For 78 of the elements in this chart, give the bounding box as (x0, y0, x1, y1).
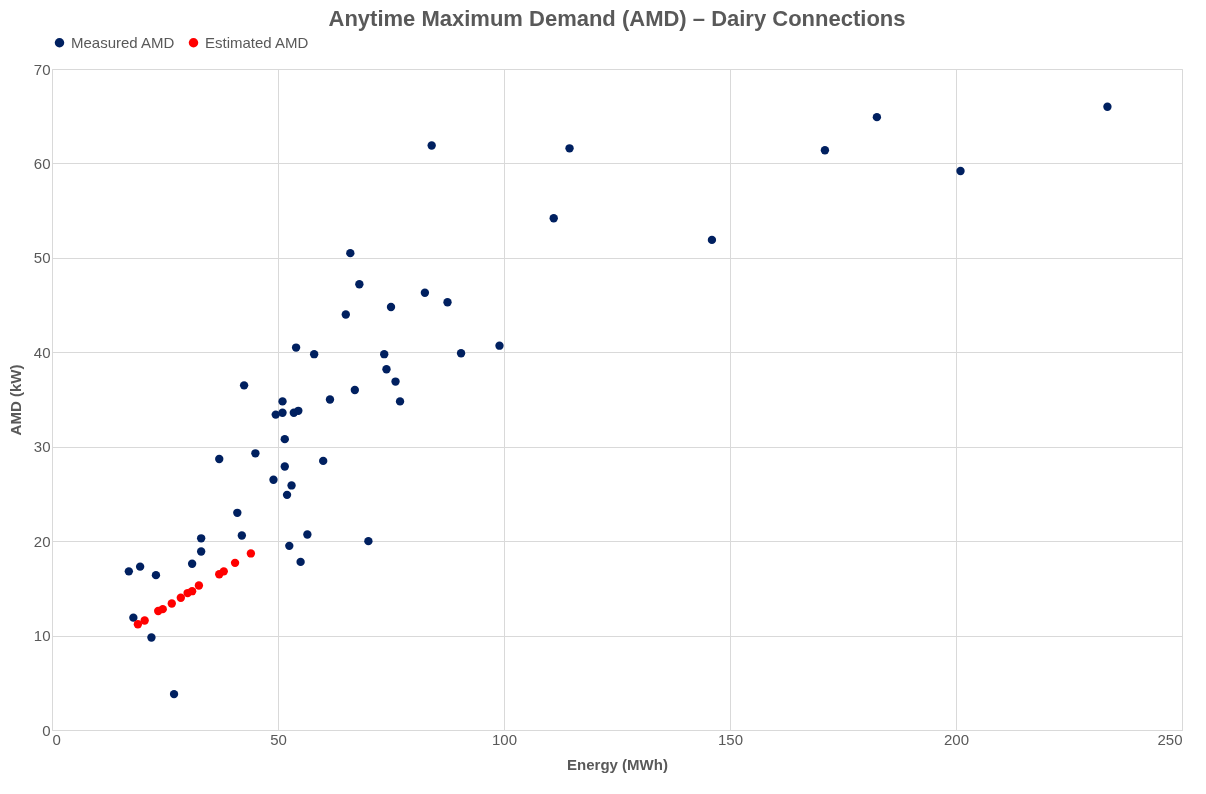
point (158, 604, 167, 614)
point (565, 144, 574, 153)
point (215, 454, 224, 464)
point (278, 397, 287, 406)
point (291, 343, 301, 352)
y-tick-label: 50 (33, 249, 51, 267)
y-tick-label: 20 (33, 532, 51, 550)
point (294, 406, 303, 416)
point (251, 449, 260, 458)
point (124, 567, 134, 576)
x-tick-label: 200 (943, 730, 970, 748)
legend-label: Estimated AMD (205, 33, 309, 51)
point (196, 534, 206, 543)
x-tick-label: 150 (717, 730, 744, 748)
point (443, 298, 452, 307)
point (325, 395, 335, 404)
point (269, 475, 278, 484)
point (296, 557, 305, 567)
chart-title: Anytime Maximum Demand (AMD) – Dairy Connections (328, 6, 906, 31)
y-tick-label: 10 (33, 627, 51, 645)
point (319, 456, 328, 466)
point (386, 302, 396, 312)
x-axis-title: Energy (MWh) (567, 755, 668, 773)
point (364, 536, 373, 546)
point (309, 350, 319, 359)
point (233, 508, 242, 517)
point (427, 141, 436, 150)
y-tick-label: 30 (33, 438, 51, 456)
point (187, 587, 197, 596)
point (194, 581, 204, 590)
point (135, 562, 145, 571)
y-axis-title: AMD (kW) (6, 364, 24, 436)
point (237, 531, 247, 540)
point (147, 633, 156, 642)
point (350, 385, 360, 395)
point (303, 530, 312, 539)
point (707, 235, 717, 245)
point (246, 549, 256, 558)
point (133, 620, 143, 629)
point (285, 541, 294, 551)
point (140, 616, 149, 625)
point (956, 166, 965, 176)
point (230, 558, 240, 568)
point (219, 567, 228, 576)
point (341, 310, 350, 319)
point (872, 112, 882, 122)
point (391, 377, 400, 386)
y-tick-label: 70 (33, 60, 51, 78)
point (395, 397, 405, 406)
point (282, 490, 292, 500)
point (167, 599, 176, 608)
point (346, 248, 355, 258)
x-tick-label: 50 (270, 730, 287, 748)
point (280, 434, 289, 444)
point (1103, 102, 1112, 111)
point (169, 689, 179, 699)
x-tick-label: 100 (491, 730, 518, 748)
legend-label: Measured AMD (71, 33, 175, 51)
point (420, 288, 430, 297)
point (280, 462, 289, 471)
point (355, 280, 364, 289)
point (287, 481, 296, 490)
point (196, 547, 206, 556)
point (187, 559, 197, 568)
point (456, 349, 466, 358)
point (151, 570, 161, 580)
point (239, 381, 249, 390)
y-tick-label: 60 (33, 154, 51, 172)
y-tick-label: 40 (33, 343, 51, 361)
x-tick-label: 250 (1157, 730, 1183, 748)
point (495, 341, 504, 350)
point (549, 214, 558, 223)
point (176, 593, 185, 602)
point (129, 613, 138, 622)
point (820, 146, 830, 155)
point (278, 408, 287, 417)
point (382, 365, 391, 374)
point (380, 350, 389, 359)
